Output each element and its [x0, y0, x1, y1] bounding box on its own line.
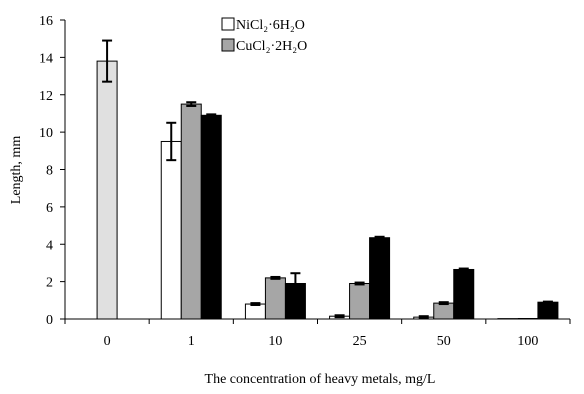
x-tick-label: 100: [517, 334, 538, 349]
y-tick-label: 8: [46, 164, 53, 179]
y-tick-label: 12: [39, 89, 53, 104]
error-bar-series-1-cat-50: [438, 301, 449, 306]
legend-label-copper: CuCl₂·2H₂O: [236, 39, 307, 54]
error-bars-layer: [102, 39, 553, 320]
y-tick-label: 10: [39, 126, 53, 141]
y-tick-label: 0: [46, 313, 53, 328]
error-bar-series-2-cat-50: [458, 267, 469, 272]
error-bar-series-0-cat-1: [166, 121, 177, 162]
x-tick-label: 10: [268, 334, 282, 349]
x-tick-label: 50: [437, 334, 451, 349]
x-ticks: 0 1 10 25 50 100: [64, 319, 571, 349]
y-tick-label: 6: [46, 201, 53, 216]
error-bar-series-2-cat-25: [374, 235, 385, 240]
y-axis-title: Length, mm: [9, 136, 24, 205]
legend-swatch-copper: [221, 38, 235, 52]
bar-series-1-cat-1: [180, 103, 202, 320]
x-tick-label: 25: [353, 334, 367, 349]
error-bar-series-0-cat-25: [334, 314, 345, 319]
bar-series-1-cat-50: [433, 302, 455, 320]
bar-series-2-cat-25: [369, 237, 391, 320]
error-bar-series-1-cat-1: [186, 101, 197, 107]
error-bar-series-2-cat-10: [290, 272, 301, 295]
bar-series-1-cat-25: [349, 282, 371, 320]
legend: NiCl₂·6H₂O CuCl₂·2H₂O: [221, 17, 307, 54]
bar-series-2-cat-1: [200, 114, 222, 320]
bar-series-0-cat-1: [160, 140, 182, 320]
y-tick-label: 14: [39, 51, 53, 66]
x-tick-label: 1: [188, 334, 195, 349]
bar-control: [96, 60, 118, 320]
y-tick-label: 2: [46, 276, 53, 291]
y-tick-label: 4: [46, 238, 53, 253]
legend-swatch-nickel: [221, 17, 235, 31]
bar-series-2-cat-50: [453, 268, 475, 320]
bar-series-0-cat-10: [244, 303, 266, 320]
error-bar-series-1-cat-25: [354, 281, 365, 286]
error-bar-series-0-cat-10: [250, 302, 261, 306]
y-tick-label: 16: [39, 14, 53, 29]
legend-label-nickel: NiCl₂·6H₂O: [236, 18, 305, 33]
error-bar-series-2-cat-1: [206, 113, 217, 118]
bar-series-2-cat-100: [537, 301, 559, 320]
error-bar-control: [102, 39, 113, 83]
plot-area: 0 2 4 6 8 10 12 14 16 0 1 10 25 50 100: [39, 14, 571, 349]
error-bar-series-0-cat-50: [418, 315, 429, 320]
error-bar-series-1-cat-10: [270, 275, 281, 280]
error-bar-series-2-cat-100: [542, 300, 553, 304]
x-axis-title: The concentration of heavy metals, mg/L: [205, 372, 436, 387]
bars-layer: [96, 60, 559, 320]
x-tick-label: 0: [104, 334, 111, 349]
y-ticks: 0 2 4 6 8 10 12 14 16: [39, 14, 65, 328]
bar-series-1-cat-10: [264, 277, 286, 320]
